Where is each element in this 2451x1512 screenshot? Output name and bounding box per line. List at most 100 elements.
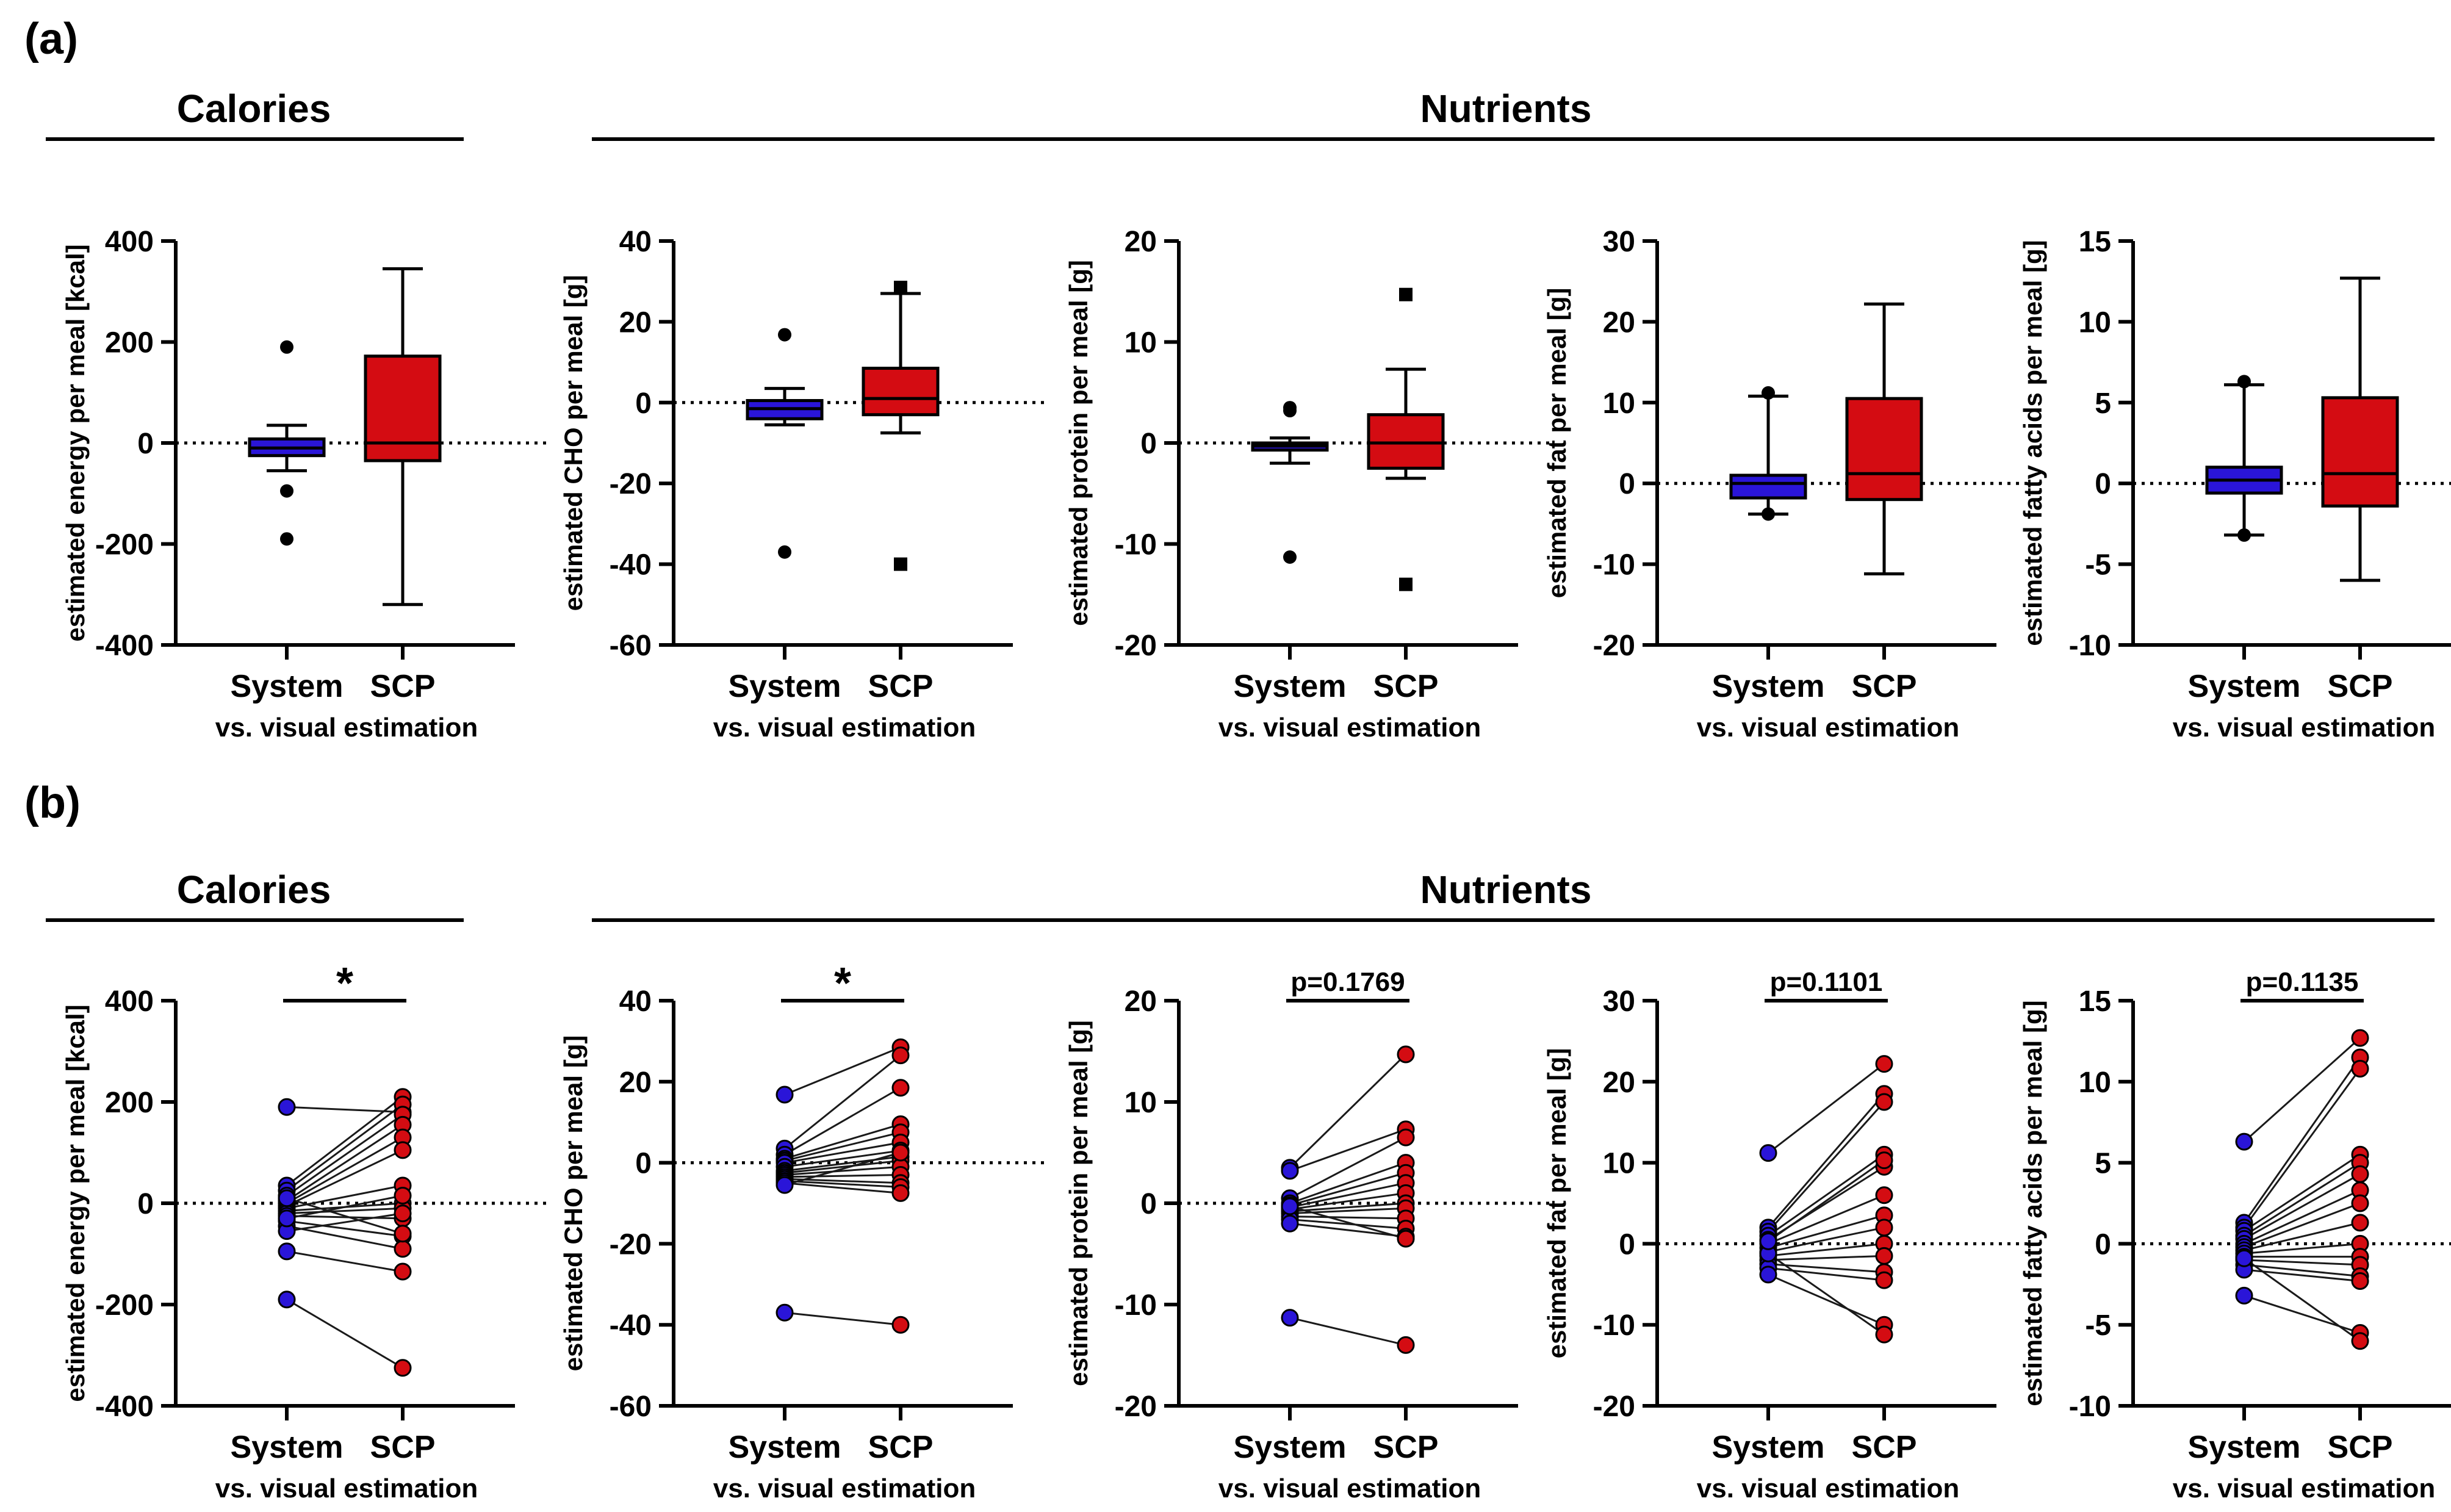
nutrients-header-a: Nutrients: [1420, 87, 1592, 131]
x-axis-label: vs. visual estimation: [713, 1474, 976, 1503]
pair-line: [1289, 1162, 1406, 1204]
outlier-point: [1283, 550, 1297, 564]
x-tick-label-scp: SCP: [2328, 1430, 2393, 1465]
y-tick-label: 20: [1603, 1067, 1635, 1099]
x-axis-label: vs. visual estimation: [713, 713, 976, 743]
y-tick-label: -200: [95, 1289, 154, 1322]
system-point: [1281, 1309, 1299, 1327]
pair-line: [784, 1046, 901, 1096]
y-tick-label: -20: [610, 1228, 652, 1261]
x-tick-label-system: System: [2188, 669, 2301, 704]
outlier-point: [778, 328, 791, 342]
pair-line: [784, 1165, 901, 1176]
pair-line: [1768, 1263, 1885, 1273]
y-axis-label: estimated fat per meal [g]: [1542, 288, 1571, 599]
x-axis-label: vs. visual estimation: [1218, 1474, 1481, 1503]
pair-line: [1768, 1214, 1885, 1249]
pair-line: [1768, 1242, 1885, 1257]
outlier-point: [894, 557, 907, 571]
scp-point: [1397, 1336, 1415, 1354]
y-tick-label: -10: [2069, 630, 2111, 662]
y-tick-label: 15: [2079, 985, 2111, 1018]
y-tick-label: -10: [2069, 1391, 2111, 1423]
y-axis-label: estimated fat per meal [g]: [1542, 1048, 1571, 1359]
y-tick-label: -10: [1115, 529, 1157, 561]
outlier-point: [1762, 507, 1775, 521]
system-point: [2235, 1132, 2253, 1151]
x-tick-label-scp: SCP: [1852, 1430, 1917, 1465]
x-axis-label: vs. visual estimation: [215, 713, 478, 743]
pair-line: [286, 1225, 403, 1250]
outlier-point: [778, 545, 791, 559]
x-tick-label-scp: SCP: [1852, 669, 1917, 704]
outlier-point: [2237, 375, 2251, 389]
scp-point: [394, 1225, 412, 1243]
scp-point: [394, 1240, 412, 1258]
y-tick-label: -20: [1115, 630, 1157, 662]
pair-line: [286, 1096, 403, 1187]
pair-line: [1289, 1182, 1406, 1209]
calories-header-a: Calories: [177, 87, 331, 131]
system-point: [1759, 1144, 1777, 1162]
y-tick-label: 20: [619, 1067, 652, 1099]
x-tick-label-scp: SCP: [370, 1430, 436, 1465]
y-tick-label: 200: [105, 327, 154, 359]
y-tick-label: -20: [610, 468, 652, 500]
chart-7: -60 -40 -20 0 20 40 System SCP vs. visual estima…: [559, 959, 1047, 1503]
iqr-box: [364, 355, 442, 463]
y-tick-label: -10: [1593, 549, 1635, 581]
significance-label: *: [336, 959, 353, 1008]
y-tick-label: 10: [1603, 387, 1635, 420]
panel-label-a: (a): [24, 15, 78, 63]
pair-line: [286, 1197, 403, 1235]
scp-point: [2351, 1029, 2369, 1047]
y-tick-label: 20: [619, 306, 652, 339]
y-tick-label: 0: [2095, 1228, 2111, 1261]
scp-point: [891, 1316, 910, 1334]
y-tick-label: 40: [619, 226, 652, 258]
x-tick-label-system: System: [729, 1430, 841, 1465]
scp-point: [1875, 1055, 1893, 1073]
box-scp: [862, 281, 940, 571]
y-axis-label: estimated protein per meal [g]: [1064, 260, 1093, 626]
scp-point: [1875, 1186, 1893, 1204]
y-tick-label: 40: [619, 985, 652, 1018]
y-tick-label: 10: [1125, 1087, 1157, 1119]
y-tick-label: -20: [1593, 1391, 1635, 1423]
box-scp: [1845, 302, 1923, 575]
iqr-box: [862, 367, 940, 417]
pair-line: [1768, 1159, 1885, 1242]
system-point: [2235, 1249, 2253, 1267]
box-system: [248, 340, 326, 546]
scp-point: [1875, 1151, 1893, 1170]
pair-line: [784, 1156, 901, 1172]
y-tick-label: 0: [1619, 468, 1635, 500]
y-tick-label: -400: [95, 630, 154, 662]
pair-line: [1767, 1093, 1885, 1228]
box-system: [1251, 401, 1329, 564]
y-axis-label: estimated fatty acids per meal [g]: [2018, 1000, 2047, 1406]
y-tick-label: 30: [1603, 985, 1635, 1018]
x-axis-label: vs. visual estimation: [215, 1474, 478, 1503]
y-axis-label: estimated CHO per meal [g]: [559, 275, 588, 611]
box-scp: [2321, 276, 2399, 582]
y-axis-label: estimated protein per meal [g]: [1064, 1020, 1093, 1386]
pair-line: [1289, 1128, 1406, 1172]
pair-line: [286, 1124, 403, 1202]
scp-point: [2351, 1165, 2369, 1183]
pair-line: [2244, 1162, 2361, 1237]
significance-label: *: [834, 959, 851, 1008]
scp-point: [394, 1204, 412, 1223]
pair-line: [286, 1207, 403, 1215]
x-tick-label-system: System: [1712, 1430, 1825, 1465]
box-system: [2205, 375, 2283, 542]
system-point: [1759, 1265, 1777, 1284]
y-tick-label: -20: [1593, 630, 1635, 662]
x-tick-label-scp: SCP: [868, 1430, 934, 1465]
x-tick-label-system: System: [1234, 669, 1347, 704]
pair-line: [1289, 1172, 1406, 1206]
pair-line: [2243, 1068, 2361, 1228]
y-tick-label: 0: [635, 387, 652, 420]
pair-line: [286, 1114, 403, 1197]
